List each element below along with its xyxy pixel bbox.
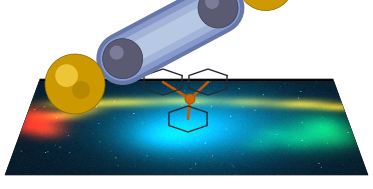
Circle shape bbox=[45, 54, 105, 114]
Circle shape bbox=[198, 0, 238, 28]
Circle shape bbox=[185, 94, 195, 104]
Circle shape bbox=[55, 64, 78, 87]
Circle shape bbox=[238, 0, 294, 11]
Circle shape bbox=[205, 0, 219, 9]
Circle shape bbox=[103, 39, 143, 79]
Circle shape bbox=[110, 46, 124, 60]
Polygon shape bbox=[5, 79, 368, 175]
Circle shape bbox=[72, 81, 90, 99]
